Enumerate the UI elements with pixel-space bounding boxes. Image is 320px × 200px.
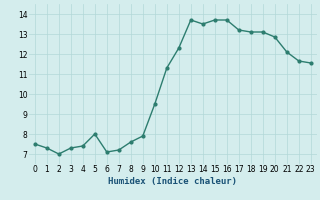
X-axis label: Humidex (Indice chaleur): Humidex (Indice chaleur): [108, 177, 237, 186]
